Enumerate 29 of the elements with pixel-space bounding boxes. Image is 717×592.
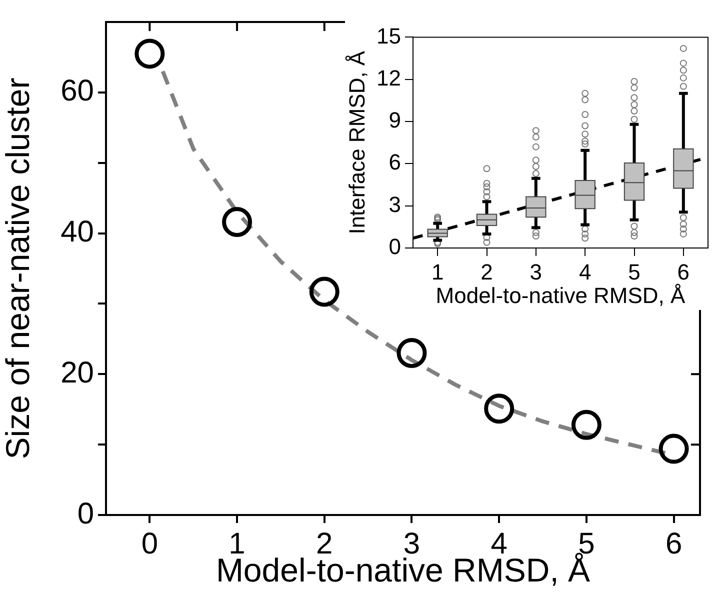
- y-tick-label: 9: [388, 108, 401, 133]
- x-tick-label: 0: [141, 527, 158, 560]
- x-tick-label: 6: [665, 527, 682, 560]
- x-tick-label: 3: [530, 259, 542, 284]
- y-tick-label: 6: [388, 150, 401, 175]
- point: [396, 338, 427, 368]
- y-tick-label: 40: [60, 216, 94, 249]
- x-tick-label: 2: [316, 527, 333, 560]
- x-tick-label: 1: [431, 259, 444, 284]
- point: [658, 434, 689, 464]
- point: [309, 276, 340, 307]
- y-axis-title: Size of near-native cluster: [0, 78, 36, 460]
- x-axis-title: Model-to-native RMSD, Å: [436, 282, 686, 308]
- y-tick-label: 3: [388, 192, 401, 217]
- x-tick-label: 5: [628, 259, 640, 284]
- point: [134, 38, 165, 69]
- x-tick-label: 4: [578, 259, 592, 284]
- x-tick-label: 6: [677, 259, 690, 284]
- point: [222, 207, 252, 238]
- y-tick-label: 15: [376, 23, 401, 48]
- y-tick-label: 0: [388, 234, 401, 260]
- y-axis-title: Interface RMSD, Å: [344, 50, 370, 234]
- y-tick-label: 20: [60, 356, 94, 390]
- y-tick-label: 0: [77, 497, 94, 530]
- y-tick-label: 60: [60, 74, 94, 108]
- x-tick-label: 2: [480, 259, 493, 284]
- y-tick-label: 12: [376, 65, 401, 90]
- point: [484, 394, 514, 424]
- point: [571, 410, 602, 440]
